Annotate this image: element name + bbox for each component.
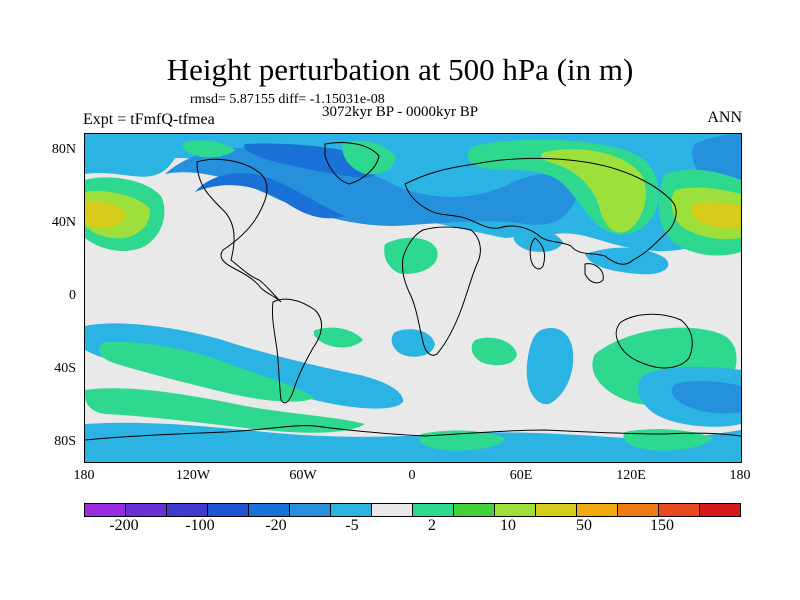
y-tick: 40S bbox=[54, 361, 76, 376]
colorbar-swatch bbox=[248, 503, 290, 517]
period-label: 3072kyr BP - 0000kyr BP bbox=[322, 104, 479, 120]
colorbar bbox=[84, 503, 741, 517]
colorbar-swatch bbox=[371, 503, 413, 517]
colorbar-label: -20 bbox=[265, 517, 287, 534]
x-tick: 0 bbox=[408, 468, 416, 483]
anomaly-south-africa-positive bbox=[471, 337, 517, 366]
plot-title: Height perturbation at 500 hPa (in m) bbox=[166, 52, 634, 87]
coastlines bbox=[85, 142, 741, 441]
anomaly-south-atlantic-negative bbox=[391, 329, 435, 357]
anomaly-indian-south-negative bbox=[526, 328, 574, 405]
anomaly-south-pacific-positive bbox=[98, 341, 315, 402]
anomaly-atlantic-positive bbox=[342, 140, 396, 175]
colorbar-label: -100 bbox=[185, 517, 215, 534]
coast-india bbox=[529, 237, 546, 270]
colorbar-label: -5 bbox=[345, 517, 359, 534]
anomaly-south-pacific-negative bbox=[85, 323, 404, 409]
anomaly-south-america-positive bbox=[85, 388, 365, 433]
colorbar-swatch bbox=[412, 503, 454, 517]
colorbar-swatch bbox=[535, 503, 577, 517]
anomaly-north-america-positive bbox=[183, 140, 235, 158]
coast-europe-asia bbox=[404, 157, 677, 265]
x-tick: 60E bbox=[509, 468, 533, 483]
colorbar-swatch bbox=[289, 503, 331, 517]
colorbar-swatch bbox=[453, 503, 495, 517]
coast-north-america bbox=[196, 158, 282, 303]
anomaly-australia-south-negative-strong bbox=[671, 380, 741, 414]
colorbar-swatch bbox=[84, 503, 126, 517]
y-tick: 80N bbox=[51, 142, 76, 157]
colorbar-swatch bbox=[494, 503, 536, 517]
colorbar-swatch bbox=[330, 503, 372, 517]
coast-australia bbox=[615, 313, 693, 369]
colorbar-label: 2 bbox=[428, 517, 436, 534]
coast-south-america bbox=[272, 298, 322, 404]
coast-africa bbox=[402, 226, 481, 356]
y-tick: 40N bbox=[51, 215, 76, 230]
colorbar-label: 50 bbox=[576, 517, 592, 534]
colorbar-swatch bbox=[658, 503, 700, 517]
colorbar-swatch bbox=[617, 503, 659, 517]
season-label: ANN bbox=[707, 109, 742, 126]
anomaly-west-pacific-positive-peak bbox=[690, 202, 741, 229]
colorbar-swatch bbox=[699, 503, 741, 517]
x-tick: 120E bbox=[616, 468, 646, 483]
coast-antarctica bbox=[85, 425, 741, 441]
stats-text: rmsd= 5.87155 diff= -1.15031e-08 bbox=[190, 92, 385, 107]
map-panel bbox=[84, 133, 742, 463]
anomaly-band-north-negative-strong bbox=[195, 173, 345, 219]
x-tick: 60W bbox=[289, 468, 317, 483]
colorbar-swatch bbox=[125, 503, 167, 517]
anomaly-africa-positive bbox=[384, 237, 438, 274]
colorbar-label: 10 bbox=[500, 517, 516, 534]
y-tick: 80S bbox=[54, 434, 76, 449]
anomaly-pacific-positive-peak bbox=[85, 201, 126, 228]
colorbar-swatch bbox=[166, 503, 208, 517]
y-tick: 0 bbox=[69, 288, 76, 303]
anomaly-band-north-negative-core bbox=[165, 147, 577, 226]
x-tick: 120W bbox=[175, 468, 211, 483]
colorbar-label: -200 bbox=[109, 517, 139, 534]
colorbar-swatch bbox=[207, 503, 249, 517]
anomaly-south-pacific-far-positive bbox=[313, 327, 363, 348]
anomaly-indian-negative bbox=[585, 247, 669, 275]
colorbar-label: 150 bbox=[650, 517, 674, 534]
x-tick: 180 bbox=[73, 468, 95, 483]
experiment-label: Expt = tFmfQ-tfmea bbox=[83, 111, 215, 128]
colorbar-swatch bbox=[576, 503, 618, 517]
coast-greenland bbox=[324, 142, 380, 185]
anomaly-antarctic-positive-east bbox=[623, 429, 713, 451]
x-tick: 180 bbox=[729, 468, 751, 483]
anomaly-antarctic-negative bbox=[85, 422, 741, 462]
coast-southeast-asia bbox=[584, 263, 604, 284]
map-field bbox=[85, 134, 741, 462]
